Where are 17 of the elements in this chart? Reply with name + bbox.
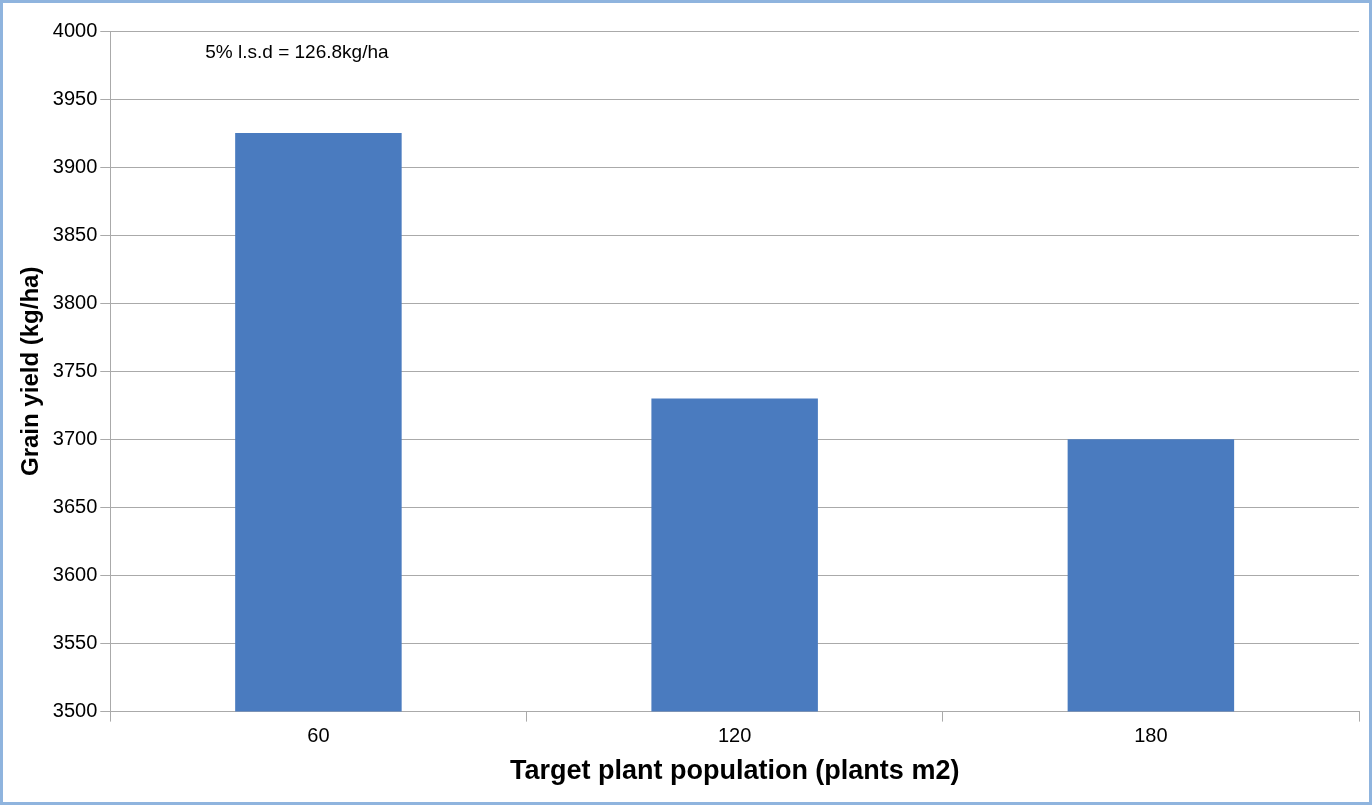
x-axis-title: Target plant population (plants m2) bbox=[509, 755, 960, 786]
y-tick-label: 3700 bbox=[52, 426, 98, 449]
y-axis-title: Grain yield (kg/ha) bbox=[16, 266, 44, 476]
y-tick-label: 3950 bbox=[52, 86, 98, 109]
y-tick-label: 3550 bbox=[52, 631, 98, 654]
x-tick-label: 120 bbox=[717, 724, 752, 747]
y-tick-label: 3900 bbox=[52, 154, 98, 177]
annotation: 5% l.s.d = 126.8kg/ha bbox=[205, 40, 389, 62]
y-tick-label: 3850 bbox=[52, 222, 98, 245]
y-tick-label: 3650 bbox=[52, 494, 98, 517]
y-tick-label: 3600 bbox=[52, 563, 98, 585]
x-tick-label: 180 bbox=[1134, 724, 1168, 747]
y-tick-label: 3800 bbox=[52, 290, 98, 313]
x-tick-label: 60 bbox=[307, 724, 330, 747]
y-tick-label: 3750 bbox=[52, 358, 98, 381]
y-tick-label: 4000 bbox=[52, 18, 98, 41]
y-tick-label: 3500 bbox=[52, 699, 98, 722]
